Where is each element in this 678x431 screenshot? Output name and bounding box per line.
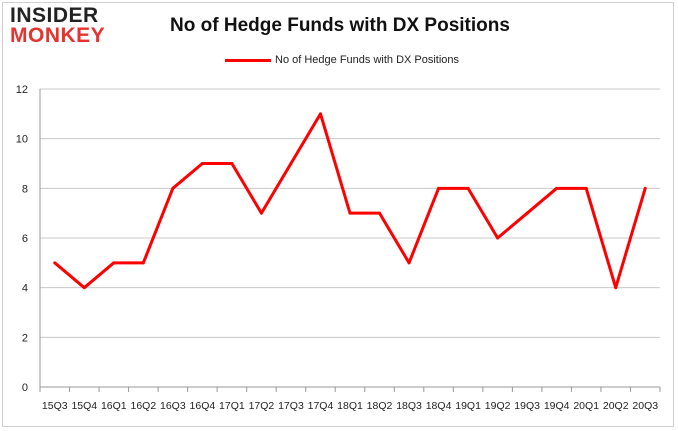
data-point bbox=[437, 186, 441, 190]
x-tick-label: 17Q3 bbox=[278, 400, 304, 412]
data-point bbox=[643, 186, 647, 190]
legend: No of Hedge Funds with DX Positions bbox=[225, 54, 459, 66]
x-tick-label: 18Q2 bbox=[367, 400, 393, 412]
data-point bbox=[525, 211, 529, 215]
x-tick-label: 17Q2 bbox=[249, 400, 275, 412]
data-point bbox=[407, 261, 411, 265]
data-point bbox=[171, 186, 175, 190]
x-tick-label: 16Q2 bbox=[130, 400, 156, 412]
x-tick-label: 16Q3 bbox=[160, 400, 186, 412]
y-tick-label: 6 bbox=[22, 233, 28, 245]
data-point bbox=[141, 261, 145, 265]
x-tick-label: 19Q1 bbox=[455, 400, 481, 412]
x-tick-label: 20Q2 bbox=[603, 400, 629, 412]
y-tick-label: 4 bbox=[22, 283, 28, 295]
data-point bbox=[496, 236, 500, 240]
x-tick-label: 18Q3 bbox=[396, 400, 422, 412]
x-tick-label: 15Q3 bbox=[42, 400, 68, 412]
data-point bbox=[200, 162, 204, 165]
x-tick-label: 16Q4 bbox=[190, 400, 216, 412]
data-point bbox=[259, 211, 263, 215]
legend-label: No of Hedge Funds with DX Positions bbox=[275, 54, 460, 66]
x-tick-label: 16Q1 bbox=[101, 400, 127, 412]
data-point bbox=[112, 261, 116, 265]
data-point bbox=[318, 112, 322, 116]
y-tick-label: 2 bbox=[22, 332, 28, 344]
data-point bbox=[584, 186, 588, 190]
x-tick-label: 19Q2 bbox=[485, 400, 511, 412]
x-tick-label: 20Q3 bbox=[632, 400, 658, 412]
data-point bbox=[466, 186, 470, 190]
x-tick-label: 20Q1 bbox=[573, 400, 599, 412]
data-point bbox=[614, 286, 618, 290]
y-tick-label: 8 bbox=[22, 183, 28, 195]
x-tick-label: 18Q1 bbox=[337, 400, 363, 412]
logo-line1: INSIDER bbox=[10, 4, 99, 27]
y-tick-label: 10 bbox=[16, 134, 28, 146]
x-tick-label: 19Q3 bbox=[514, 400, 540, 412]
x-tick-label: 15Q4 bbox=[71, 400, 97, 412]
data-point bbox=[555, 186, 559, 190]
chart-border bbox=[2, 2, 674, 427]
data-point bbox=[82, 286, 86, 290]
data-point bbox=[289, 162, 293, 165]
x-tick-label: 17Q4 bbox=[308, 400, 334, 412]
y-tick-label: 0 bbox=[22, 382, 28, 394]
x-tick-label: 18Q4 bbox=[426, 400, 452, 412]
insider-monkey-logo: INSIDER MONKEY bbox=[10, 4, 106, 47]
data-point bbox=[378, 211, 382, 215]
x-tick-label: 17Q1 bbox=[219, 400, 245, 412]
data-point bbox=[348, 211, 352, 215]
logo-line2: MONKEY bbox=[10, 24, 106, 47]
y-tick-label: 12 bbox=[16, 84, 28, 96]
x-tick-label: 19Q4 bbox=[544, 400, 570, 412]
data-point bbox=[230, 162, 234, 165]
chart-title: No of Hedge Funds with DX Positions bbox=[170, 15, 510, 36]
legend-swatch bbox=[225, 58, 271, 62]
data-point bbox=[53, 261, 57, 265]
